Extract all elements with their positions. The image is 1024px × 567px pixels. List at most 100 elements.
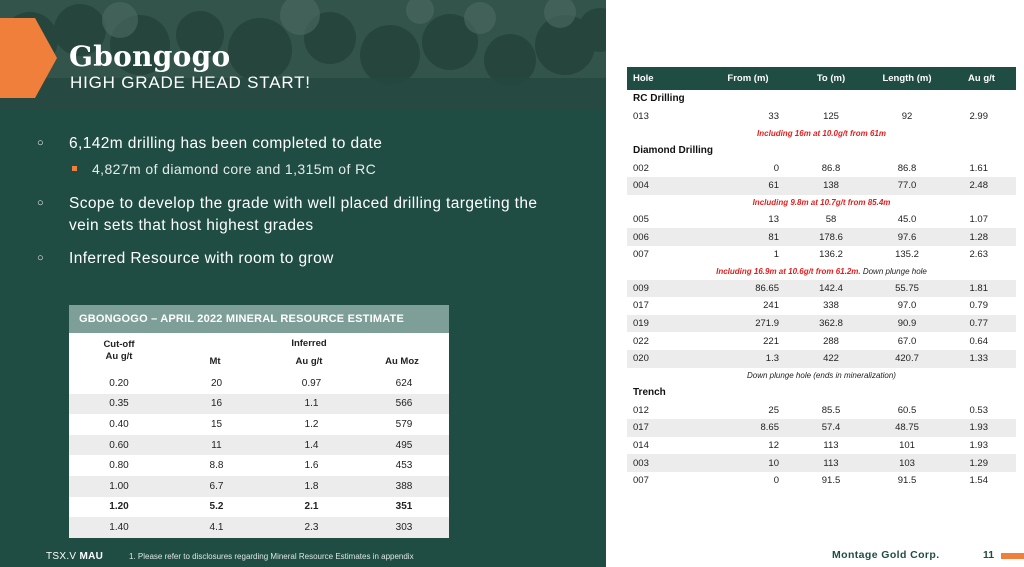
length-cell: 92 xyxy=(901,111,913,123)
hole-cell: 009 xyxy=(633,282,649,294)
au-cell: 1.33 xyxy=(969,353,989,365)
length-cell: 420.7 xyxy=(895,353,919,365)
from-cell: 221 xyxy=(763,335,779,347)
table-row: 003 10 113 103 1.29 xyxy=(627,454,1016,472)
to-cell: 362.8 xyxy=(819,318,843,330)
from-cell: 13 xyxy=(768,214,779,226)
au-gt-cell: 1.8 xyxy=(304,480,319,492)
table-row: 007 0 91.5 91.5 1.54 xyxy=(627,472,1016,490)
hole-cell: 004 xyxy=(633,180,649,192)
mineral-resource-table: GBONGOGO – APRIL 2022 MINERAL RESOURCE E… xyxy=(69,305,449,538)
to-cell: 58 xyxy=(825,214,837,226)
to-cell: 85.5 xyxy=(821,404,841,416)
table-header: Hole From (m) To (m) Length (m) Au g/t xyxy=(627,67,1016,90)
length-cell: 67.0 xyxy=(897,335,917,347)
hole-cell: 019 xyxy=(633,318,649,330)
au-cell: 2.63 xyxy=(969,249,989,261)
au-moz-cell: 351 xyxy=(395,501,413,513)
from-header: From (m) xyxy=(727,73,769,84)
from-cell: 0 xyxy=(773,475,779,487)
cutoff-cell: 1.00 xyxy=(109,480,129,492)
from-cell: 1.3 xyxy=(765,353,779,365)
au-moz-cell: 624 xyxy=(395,377,413,389)
table-row: 004 61 138 77.0 2.48 xyxy=(627,177,1016,195)
table-row: 005 13 58 45.0 1.07 xyxy=(627,211,1016,229)
sub-bullet-text: 4,827m of diamond core and 1,315m of RC xyxy=(92,161,377,177)
table-body: 0.20 20 0.97 624 0.35 16 1.1 566 0.40 15 1.2 579 0.6… xyxy=(69,373,449,538)
from-cell: 8.65 xyxy=(760,422,780,434)
table-row: 017 8.65 57.4 48.75 1.93 xyxy=(627,419,1016,437)
mt-cell: 20 xyxy=(210,377,223,389)
bullet-item: ○ Inferred Resource with room to grow xyxy=(37,248,334,270)
table-row: 0.35 16 1.1 566 xyxy=(69,393,449,415)
cutoff-cell: 1.40 xyxy=(109,521,129,533)
hole-cell: 017 xyxy=(633,422,649,434)
cutoff-cell: 0.40 xyxy=(109,418,129,430)
mt-cell: 16 xyxy=(210,398,223,410)
from-cell: 12 xyxy=(768,440,779,452)
hole-cell: 007 xyxy=(633,475,649,487)
length-cell: 91.5 xyxy=(897,475,917,487)
from-cell: 61 xyxy=(768,180,779,192)
mt-cell: 5.2 xyxy=(209,501,224,513)
to-cell: 138 xyxy=(823,180,839,192)
au-gt-cell: 1.4 xyxy=(304,439,319,451)
ticker-exchange: TSX.V xyxy=(46,551,77,562)
to-cell: 86.8 xyxy=(821,162,841,174)
from-cell: 1 xyxy=(773,249,779,261)
hole-cell: 013 xyxy=(633,111,649,123)
table-row: 002 0 86.8 86.8 1.61 xyxy=(627,160,1016,178)
hole-cell: 017 xyxy=(633,300,649,312)
page-subtitle: HIGH GRADE HEAD START! xyxy=(70,73,311,92)
section-label: Trench xyxy=(633,386,666,398)
from-cell: 33 xyxy=(768,111,779,123)
cutoff-cell: 0.35 xyxy=(109,398,129,410)
au-cell: 1.28 xyxy=(969,231,989,243)
table-row: 0.40 15 1.2 579 xyxy=(69,414,449,435)
page-title: Gbongogo xyxy=(69,40,231,73)
intercept-comment: Down plunge hole xyxy=(860,266,927,276)
to-cell: 142.4 xyxy=(819,282,843,294)
to-cell: 136.2 xyxy=(819,249,843,261)
table-row: 0.20 20 0.97 624 xyxy=(69,373,449,394)
length-cell: 101 xyxy=(899,440,915,452)
au-moz-cell: 303 xyxy=(395,521,413,533)
length-cell: 60.5 xyxy=(897,404,917,416)
table-row: 020 1.3 422 420.7 1.33 xyxy=(627,349,1016,368)
hole-cell: 002 xyxy=(633,162,649,174)
to-cell: 422 xyxy=(823,353,839,365)
au-gt-cell: 0.97 xyxy=(301,377,322,389)
from-cell: 86.65 xyxy=(755,282,779,294)
table-row: 1.00 6.7 1.8 388 xyxy=(69,475,449,497)
intercept-note: Including 16.9m at 10.6g/t from 61.2m. D… xyxy=(627,264,1016,280)
length-cell: 97.0 xyxy=(897,300,917,312)
au-cell: 1.54 xyxy=(969,475,989,487)
section-label: RC Drilling xyxy=(633,93,685,104)
table-row: 012 25 85.5 60.5 0.53 xyxy=(627,402,1016,420)
cutoff-unit-header: Au g/t xyxy=(105,351,133,362)
table-row: 019 271.9 362.8 90.9 0.77 xyxy=(627,314,1016,333)
bullet-text: 6,142m drilling has been completed to da… xyxy=(69,135,383,152)
inferred-group-header: Inferred xyxy=(291,338,327,349)
length-cell: 55.75 xyxy=(895,282,919,294)
hole-cell: 005 xyxy=(633,214,649,226)
hero-banner: Gbongogo HIGH GRADE HEAD START! xyxy=(0,0,606,110)
ticker: TSX.V MAU xyxy=(46,551,103,562)
mt-cell: 15 xyxy=(210,418,223,430)
mt-cell: 4.1 xyxy=(209,521,224,533)
au-moz-cell: 579 xyxy=(395,418,413,430)
footnote: 1. Please refer to disclosures regarding… xyxy=(129,552,414,561)
company-name: Montage Gold Corp. xyxy=(832,549,940,561)
cutoff-header: Cut-off xyxy=(103,339,135,350)
intercept-note: Including 16m at 10.0g/t from 61m xyxy=(757,128,886,138)
table-header: Cut-off Au g/t Inferred Mt Au g/t Au Moz xyxy=(69,333,449,373)
forest-background-image xyxy=(0,0,606,110)
length-cell: 45.0 xyxy=(897,214,917,226)
au-cell: 1.07 xyxy=(969,214,989,226)
table-title: GBONGOGO – APRIL 2022 MINERAL RESOURCE E… xyxy=(69,305,449,333)
au-cell: 0.77 xyxy=(969,318,989,330)
length-cell: 90.9 xyxy=(897,318,917,330)
au-header: Au g/t xyxy=(968,73,995,84)
cutoff-cell: 1.20 xyxy=(109,501,129,513)
to-cell: 57.4 xyxy=(821,422,841,434)
